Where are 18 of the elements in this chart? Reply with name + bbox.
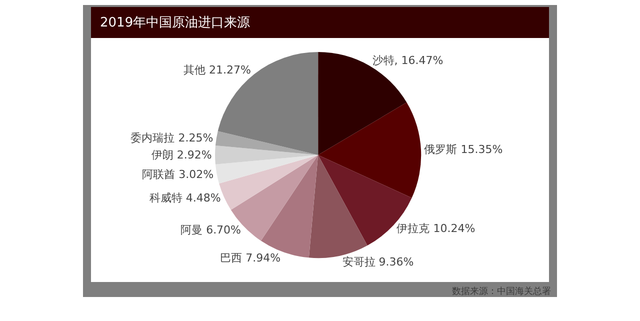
slice-label: 安哥拉 9.36% <box>342 256 414 269</box>
pie-slice <box>215 155 318 184</box>
source-note: 数据来源：中国海关总署 <box>452 286 551 297</box>
slice-label: 委内瑞拉 2.25% <box>130 132 214 145</box>
chart-title: 2019年中国原油进口来源 <box>100 16 250 31</box>
slice-label: 巴西 7.94% <box>220 252 281 265</box>
slice-label: 科威特 4.48% <box>149 192 221 205</box>
pie-slice <box>219 155 318 210</box>
slice-label: 伊拉克 10.24% <box>396 222 476 235</box>
slice-label: 其他 21.27% <box>184 64 251 77</box>
slice-label: 沙特, 16.47% <box>372 54 444 68</box>
slice-label: 阿曼 6.70% <box>180 224 242 237</box>
slice-label: 阿联酋 3.02% <box>142 168 214 181</box>
slice-label: 伊朗 2.92% <box>151 148 212 162</box>
pie-slice <box>215 131 318 156</box>
slice-label: 俄罗斯 15.35% <box>424 142 503 156</box>
pie-slice <box>215 145 318 164</box>
pie-slice <box>318 102 421 198</box>
